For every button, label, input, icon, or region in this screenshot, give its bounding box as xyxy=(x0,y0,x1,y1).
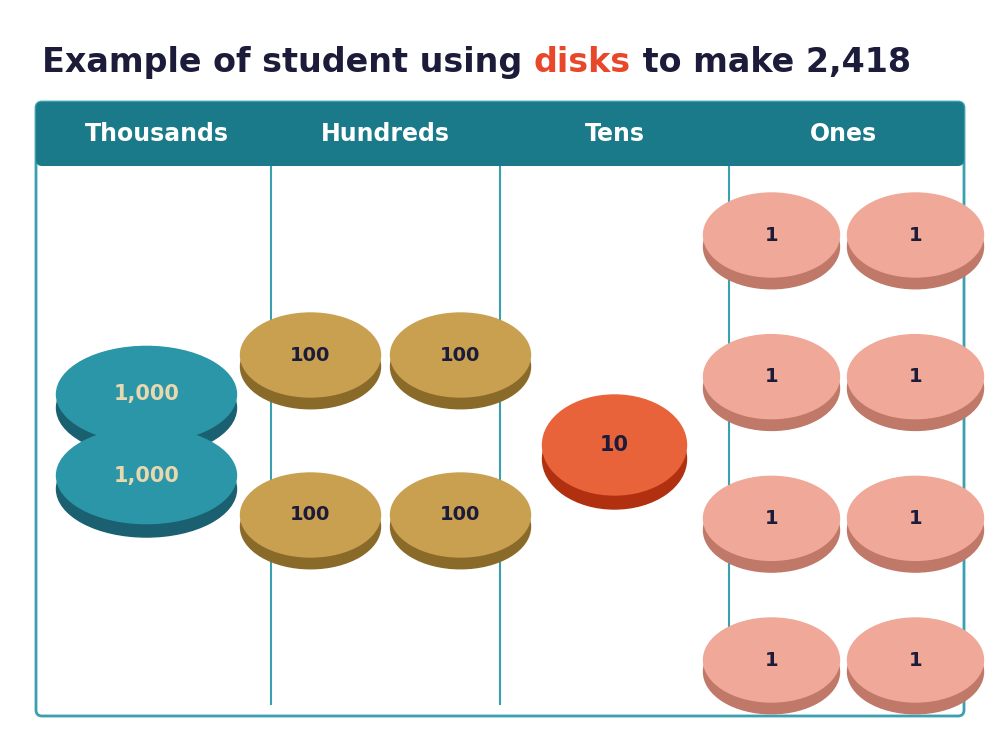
Text: 1: 1 xyxy=(909,225,922,245)
Ellipse shape xyxy=(542,409,686,509)
Ellipse shape xyxy=(848,488,984,572)
Ellipse shape xyxy=(240,485,380,569)
Ellipse shape xyxy=(848,334,984,419)
Ellipse shape xyxy=(704,193,840,277)
FancyBboxPatch shape xyxy=(36,102,964,716)
Ellipse shape xyxy=(848,346,984,431)
Ellipse shape xyxy=(240,325,380,409)
Text: Ones: Ones xyxy=(810,122,877,146)
FancyBboxPatch shape xyxy=(36,102,964,166)
Ellipse shape xyxy=(704,346,840,431)
Text: disks: disks xyxy=(534,45,631,78)
Text: Hundreds: Hundreds xyxy=(321,122,450,146)
Text: 1: 1 xyxy=(765,651,778,669)
Text: 1,000: 1,000 xyxy=(114,384,179,404)
Ellipse shape xyxy=(240,473,380,557)
Ellipse shape xyxy=(390,485,530,569)
Text: 100: 100 xyxy=(440,505,481,525)
Ellipse shape xyxy=(390,313,530,397)
Ellipse shape xyxy=(704,205,840,288)
Text: 1: 1 xyxy=(765,367,778,386)
Ellipse shape xyxy=(704,618,840,702)
Text: to make 2,418: to make 2,418 xyxy=(631,45,911,78)
Ellipse shape xyxy=(848,477,984,560)
Ellipse shape xyxy=(848,618,984,702)
Ellipse shape xyxy=(542,395,686,495)
Ellipse shape xyxy=(56,428,237,523)
Ellipse shape xyxy=(848,193,984,277)
Text: Thousands: Thousands xyxy=(84,122,228,146)
Ellipse shape xyxy=(848,630,984,714)
Ellipse shape xyxy=(390,473,530,557)
Bar xyxy=(43,134,957,161)
Text: 100: 100 xyxy=(440,346,481,364)
Text: Example of student using: Example of student using xyxy=(42,45,534,78)
Text: Tens: Tens xyxy=(584,122,644,146)
Ellipse shape xyxy=(56,346,237,443)
Text: 1: 1 xyxy=(765,225,778,245)
Text: 10: 10 xyxy=(600,435,629,455)
Text: 1,000: 1,000 xyxy=(114,465,179,486)
Ellipse shape xyxy=(390,325,530,409)
Text: 1: 1 xyxy=(909,509,922,528)
Ellipse shape xyxy=(704,477,840,560)
Ellipse shape xyxy=(56,441,237,537)
Text: 1: 1 xyxy=(765,509,778,528)
Ellipse shape xyxy=(704,334,840,419)
Ellipse shape xyxy=(848,205,984,288)
Ellipse shape xyxy=(240,313,380,397)
Ellipse shape xyxy=(704,488,840,572)
Text: 1: 1 xyxy=(909,367,922,386)
Text: 100: 100 xyxy=(290,346,331,364)
Ellipse shape xyxy=(704,630,840,714)
Text: 100: 100 xyxy=(290,505,331,525)
Ellipse shape xyxy=(56,360,237,456)
Text: 1: 1 xyxy=(909,651,922,669)
